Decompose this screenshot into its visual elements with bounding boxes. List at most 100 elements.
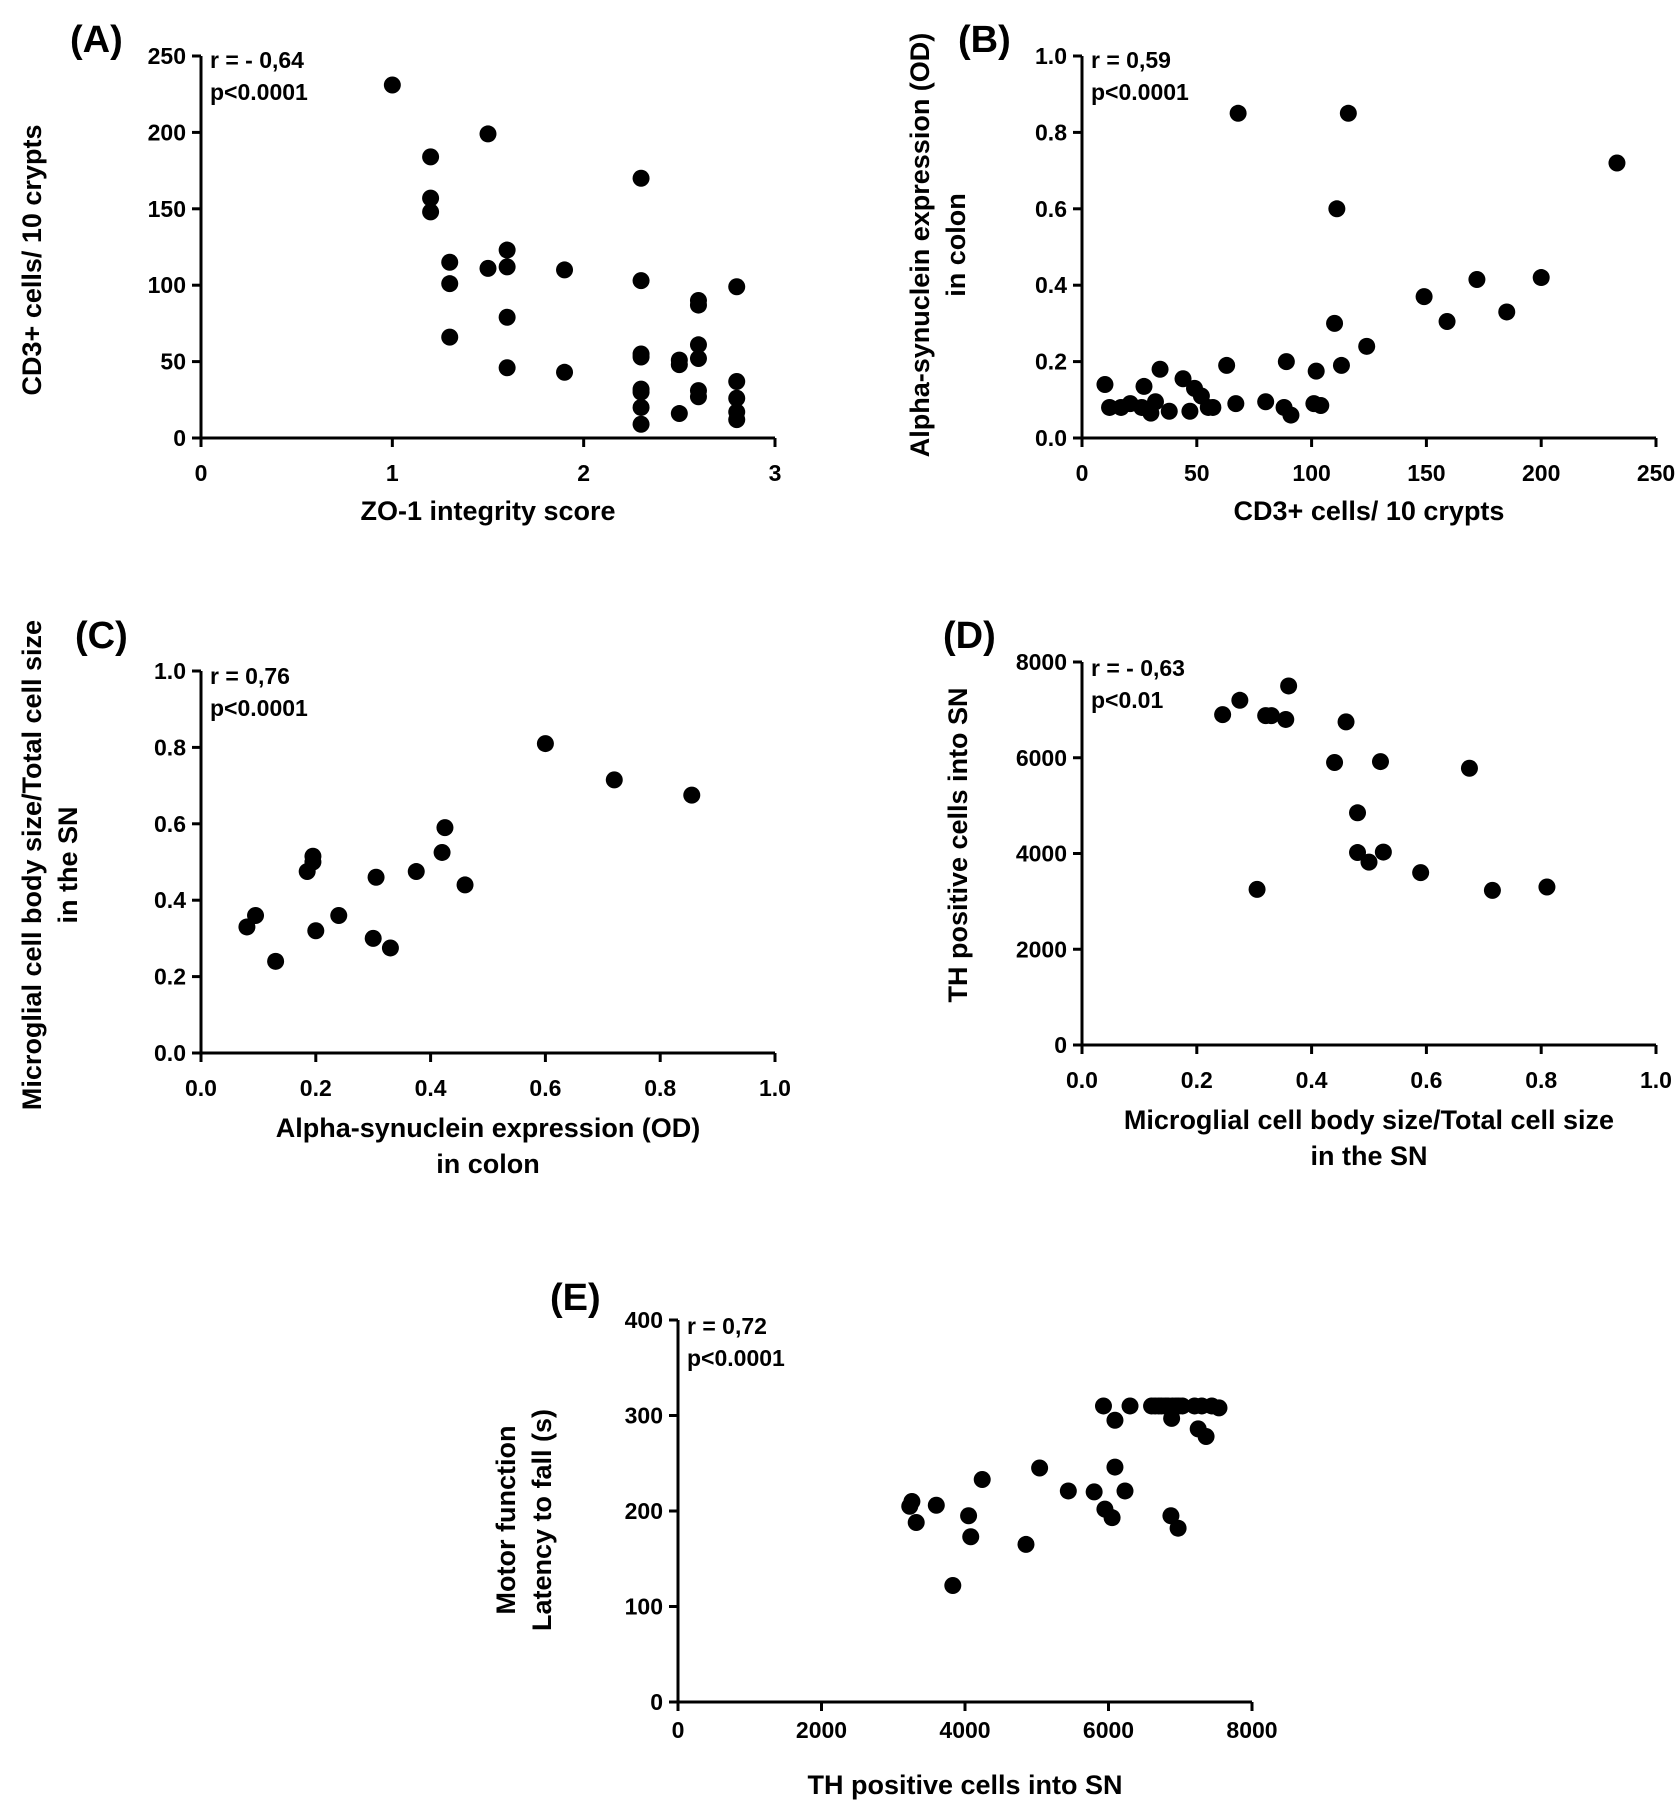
data-point: [1312, 397, 1330, 415]
y-tick-label: 0.0: [1035, 425, 1067, 451]
correlation-p: p<0.0001: [1091, 79, 1189, 105]
data-point: [1085, 1483, 1103, 1501]
data-point: [422, 148, 440, 166]
data-point: [479, 259, 497, 277]
data-point: [927, 1496, 945, 1514]
data-point: [670, 405, 688, 423]
data-point: [670, 356, 688, 374]
data-point: [479, 125, 497, 143]
data-point: [498, 308, 516, 326]
y-tick-label: 4000: [1016, 841, 1067, 867]
data-point: [1326, 314, 1344, 332]
y-tick-label: 2000: [1016, 936, 1067, 962]
correlation-p: p<0.01: [1091, 687, 1163, 713]
x-axis-title: Microglial cell body size/Total cell siz…: [1124, 1105, 1614, 1135]
data-point: [304, 853, 322, 871]
y-axis-title: TH positive cells into SN: [943, 687, 973, 1002]
correlation-p: p<0.0001: [687, 1345, 785, 1371]
data-point: [1214, 706, 1232, 724]
data-point: [1277, 353, 1295, 371]
x-axis-title: ZO-1 integrity score: [360, 496, 615, 526]
data-point: [1339, 104, 1357, 122]
data-point: [1174, 370, 1192, 388]
data-point: [1412, 864, 1430, 882]
data-point: [1181, 402, 1199, 420]
data-point: [330, 906, 348, 924]
y-axis-title: in colon: [941, 193, 971, 297]
data-point: [689, 350, 707, 368]
y-tick-label: 0.6: [1035, 196, 1067, 222]
data-point: [407, 863, 425, 881]
x-tick-label: 2: [577, 460, 590, 486]
data-point: [422, 189, 440, 207]
x-tick-label: 250: [1637, 460, 1675, 486]
data-point: [1483, 881, 1501, 899]
x-axis-title: Alpha-synuclein expression (OD): [276, 1113, 701, 1143]
y-axis-title: CD3+ cells/ 10 crypts: [17, 125, 47, 396]
data-point: [632, 383, 650, 401]
data-point: [498, 258, 516, 276]
x-axis-title: TH positive cells into SN: [807, 1770, 1122, 1800]
x-tick-label: 0.2: [300, 1075, 332, 1101]
x-tick-label: 200: [1522, 460, 1560, 486]
data-point: [903, 1492, 921, 1510]
data-point: [1438, 312, 1456, 330]
data-point: [1280, 677, 1298, 695]
data-point: [1307, 362, 1325, 380]
correlation-r: r = 0,72: [687, 1313, 767, 1339]
data-point: [689, 388, 707, 406]
panel-a: (A) 0 1 2 3 0 50 100 150 200 250 r = - 0,64 p<0.0001…: [17, 19, 781, 526]
data-point: [1358, 337, 1376, 355]
data-point: [1532, 269, 1550, 287]
data-point: [1374, 843, 1392, 861]
data-point: [1169, 1519, 1187, 1537]
panel-c: (C) 0.0 0.2 0.4 0.6 0.8 1.0 0.0 0.2 0.4 0.6 0.8 1.0 r…: [17, 615, 791, 1179]
panel-d: (D) 0.0 0.2 0.4 0.6 0.8 1.0 0 2000 4000 6000 8000 r …: [943, 615, 1672, 1171]
y-tick-label: 0.4: [154, 887, 186, 913]
x-tick-label: 100: [1292, 460, 1330, 486]
data-point: [632, 272, 650, 290]
panel-label: (C): [75, 615, 128, 657]
y-tick-label: 0.0: [154, 1040, 186, 1066]
x-tick-label: 0.8: [1525, 1067, 1557, 1093]
data-point: [1248, 880, 1266, 898]
panel-label: (D): [943, 615, 996, 657]
data-point: [247, 906, 265, 924]
y-tick-label: 0.8: [154, 734, 186, 760]
data-point: [689, 296, 707, 314]
correlation-r: r = 0,59: [1091, 47, 1171, 73]
x-axis-title: CD3+ cells/ 10 crypts: [1234, 496, 1505, 526]
data-point: [1227, 395, 1245, 413]
correlation-r: r = 0,76: [210, 663, 290, 689]
data-point: [907, 1513, 925, 1531]
y-tick-label: 400: [625, 1307, 663, 1333]
data-point: [1204, 398, 1222, 416]
data-point: [1277, 710, 1295, 728]
data-point: [556, 261, 574, 279]
y-tick-label: 0.6: [154, 811, 186, 837]
data-point: [1332, 356, 1350, 374]
y-tick-label: 50: [160, 349, 186, 375]
data-point: [1151, 360, 1169, 378]
x-tick-label: 0.0: [1066, 1067, 1098, 1093]
data-point: [456, 876, 474, 894]
y-axis-title: Latency to fall (s): [527, 1409, 557, 1631]
y-tick-label: 0.4: [1035, 272, 1067, 298]
data-point: [944, 1576, 962, 1594]
data-point: [683, 786, 701, 804]
y-tick-label: 6000: [1016, 745, 1067, 771]
data-point: [1017, 1535, 1035, 1553]
x-tick-label: 0.0: [185, 1075, 217, 1101]
panel-b: (B) 0 50 100 150 200 250 0.0 0.2 0.4 0.6 0.8 1.0 r = …: [905, 19, 1675, 526]
data-point: [433, 843, 451, 861]
data-point: [973, 1470, 991, 1488]
data-point: [1059, 1482, 1077, 1500]
y-axis-title: Motor function: [491, 1426, 521, 1615]
data-point: [1415, 288, 1433, 306]
y-tick-label: 8000: [1016, 649, 1067, 675]
data-point: [1349, 804, 1367, 822]
data-point: [1121, 1397, 1139, 1415]
data-point: [632, 169, 650, 187]
data-point: [1608, 154, 1626, 172]
x-tick-label: 6000: [1083, 1717, 1134, 1743]
